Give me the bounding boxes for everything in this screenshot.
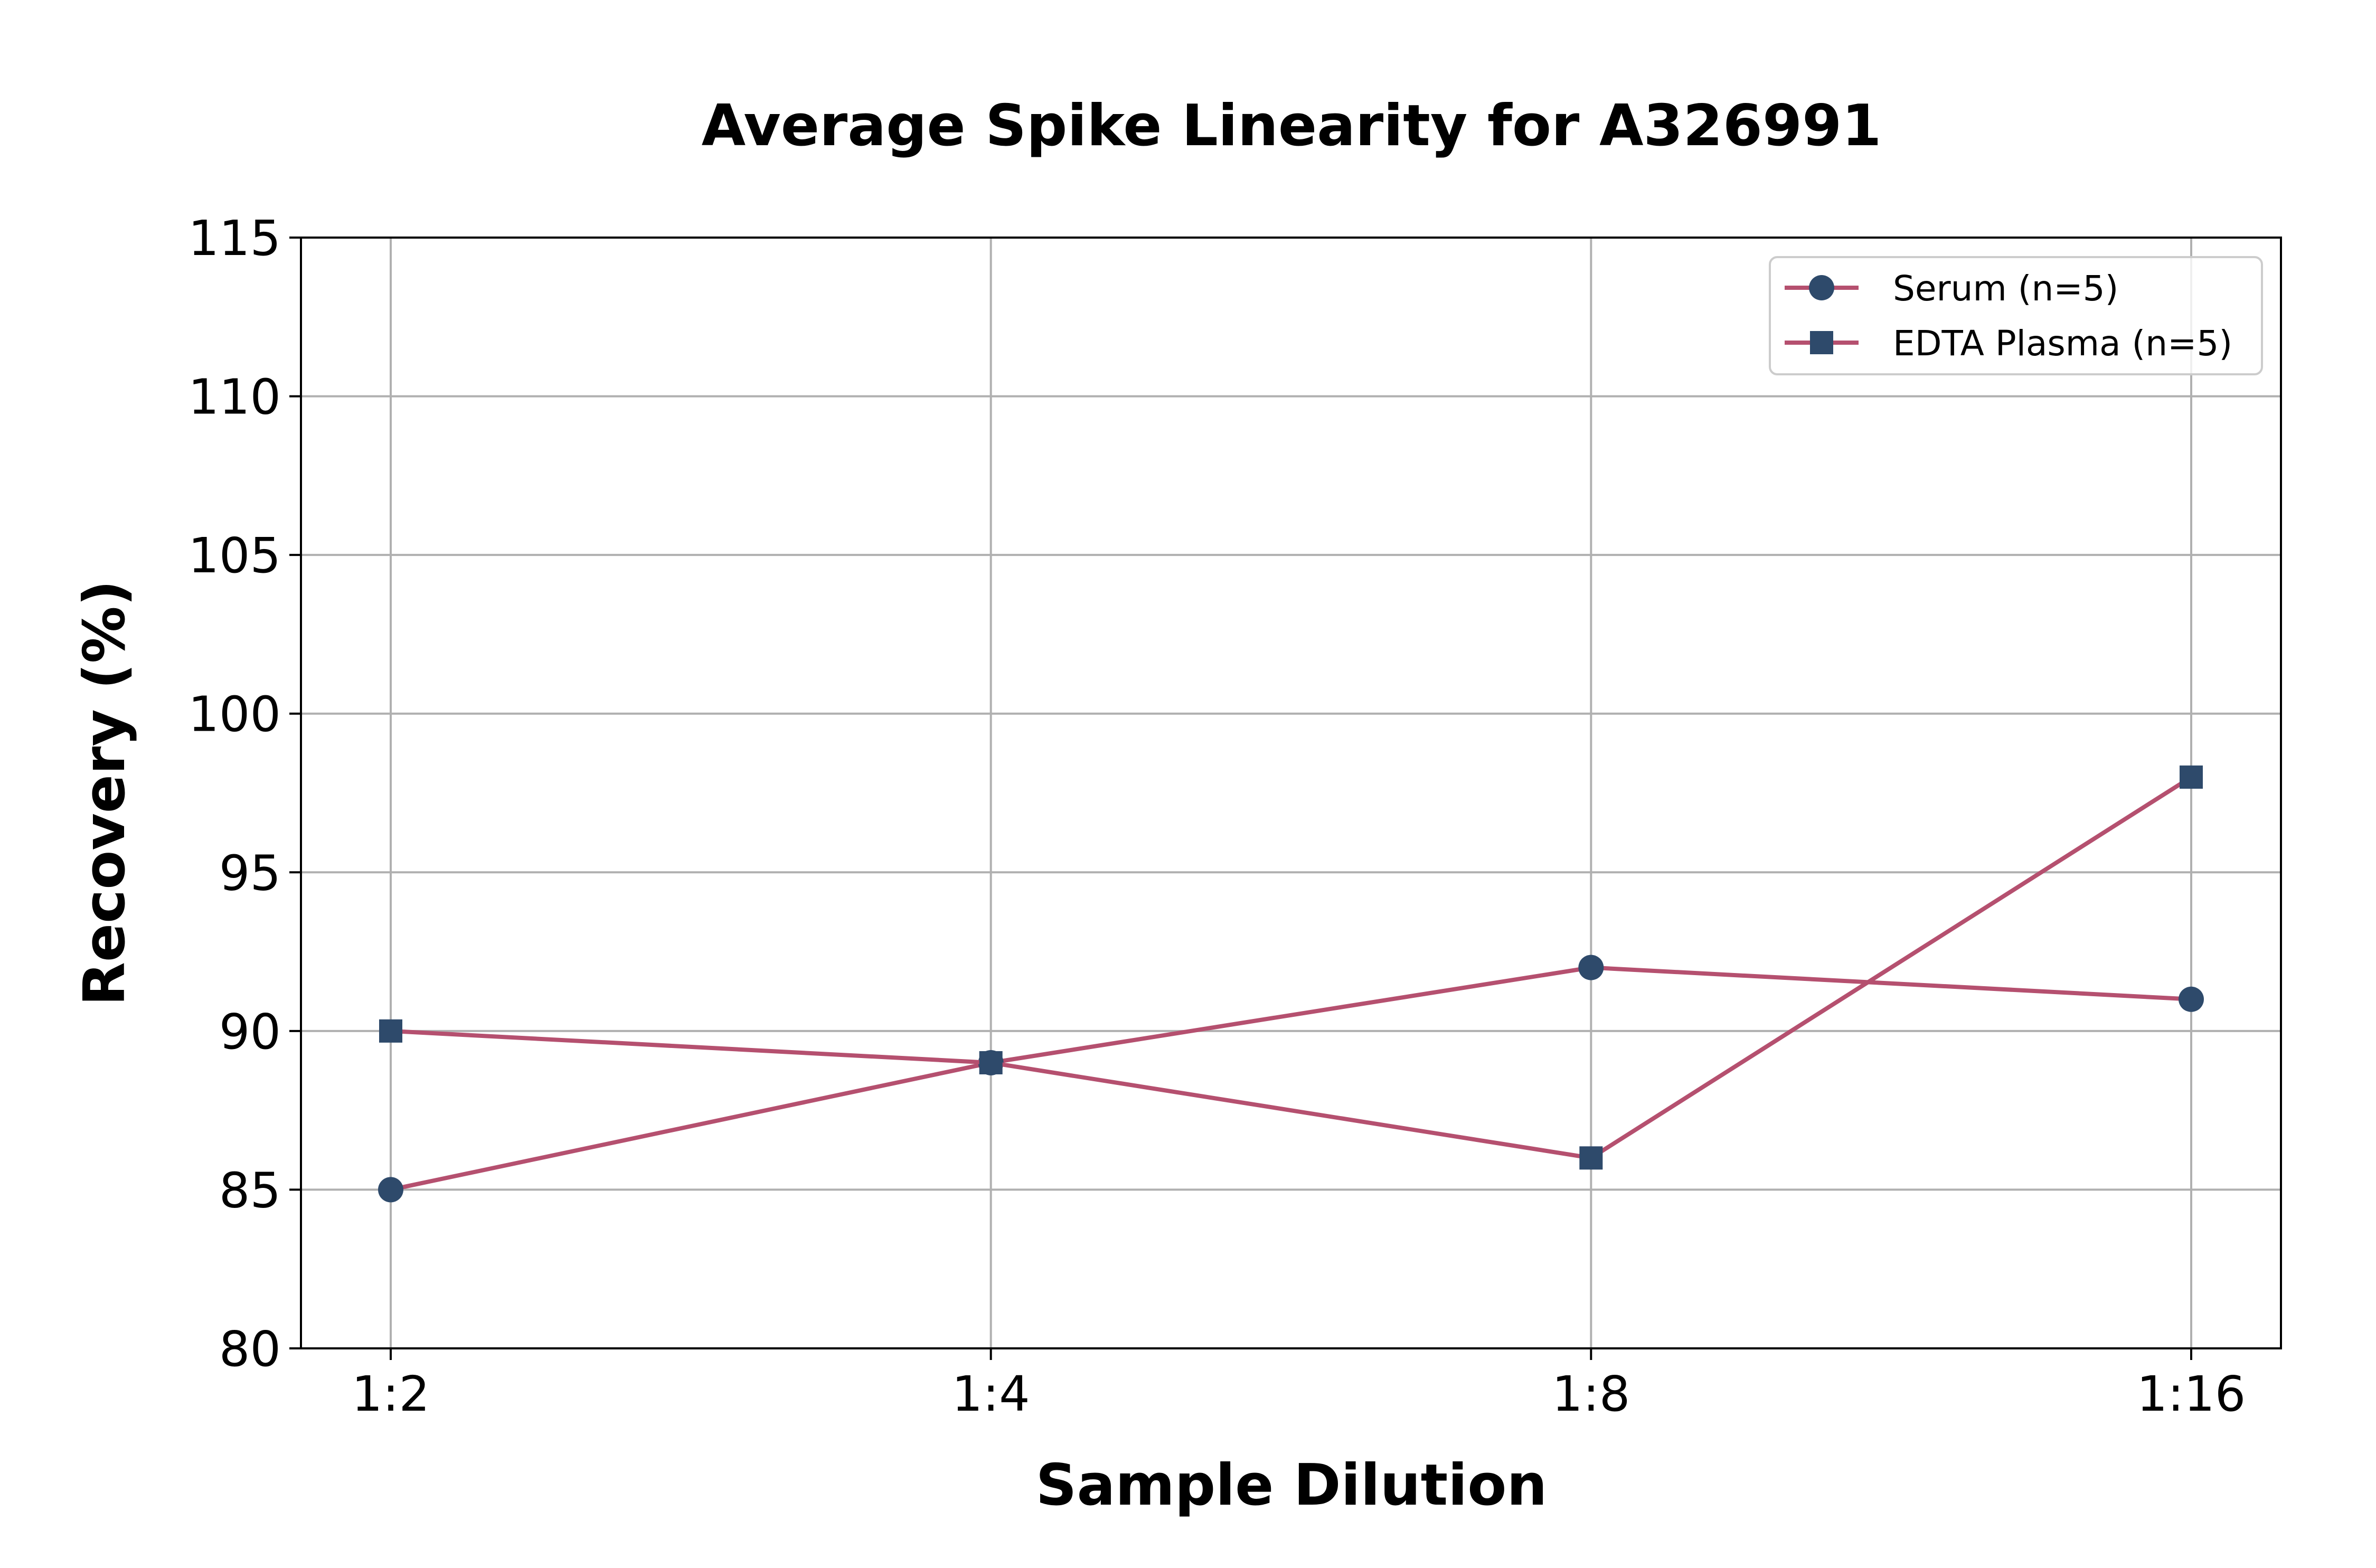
series-serum — [378, 955, 2204, 1203]
data-point — [979, 1051, 1003, 1074]
data-point — [378, 1177, 403, 1203]
y-tick-label: 110 — [188, 369, 281, 426]
legend-label: EDTA Plasma (n=5) — [1893, 323, 2232, 364]
data-point — [1579, 1146, 1603, 1170]
series-line — [390, 775, 2193, 1160]
data-point — [1578, 955, 1604, 980]
y-tick-label: 90 — [219, 1004, 281, 1060]
legend-item: Serum (n=5) — [1785, 268, 2118, 309]
legend-box — [1769, 256, 2263, 375]
x-axis: 1:2 1:4 1:8 1:16 — [352, 1348, 2246, 1422]
y-tick-label: 115 — [188, 210, 281, 267]
data-point — [2179, 986, 2204, 1012]
x-tick-label: 1:4 — [952, 1366, 1030, 1422]
y-axis: 80 85 90 95 100 105 110 115 — [188, 210, 301, 1377]
legend-marker — [1809, 275, 1834, 300]
plot-frame — [300, 237, 2282, 1349]
x-tick-label: 1:2 — [352, 1366, 430, 1422]
y-tick-label: 85 — [219, 1162, 281, 1218]
legend: Serum (n=5) EDTA Plasma (n=5) — [1769, 256, 2263, 375]
y-axis-label: Recovery (%) — [72, 580, 138, 1006]
y-tick-label: 80 — [219, 1321, 281, 1377]
x-axis-label: Sample Dilution — [1036, 1452, 1548, 1518]
chart-title: Average Spike Linearity for A326991 — [702, 93, 1882, 159]
y-tick-label: 100 — [188, 686, 281, 743]
legend-label: Serum (n=5) — [1893, 268, 2118, 309]
x-tick-label: 1:16 — [2137, 1366, 2246, 1422]
data-point — [2180, 765, 2203, 789]
grid-layer — [301, 237, 2281, 1349]
series-line — [390, 965, 2192, 1192]
x-tick-label: 1:8 — [1552, 1366, 1630, 1422]
legend-marker — [1810, 331, 1833, 354]
y-tick-label: 105 — [188, 527, 281, 584]
legend-item: EDTA Plasma (n=5) — [1785, 323, 2232, 364]
series-layer — [378, 765, 2204, 1203]
data-point — [379, 1019, 402, 1043]
series-edta-plasma — [379, 765, 2203, 1170]
legend-items: Serum (n=5) EDTA Plasma (n=5) — [1785, 268, 2232, 364]
y-tick-label: 95 — [219, 845, 281, 901]
